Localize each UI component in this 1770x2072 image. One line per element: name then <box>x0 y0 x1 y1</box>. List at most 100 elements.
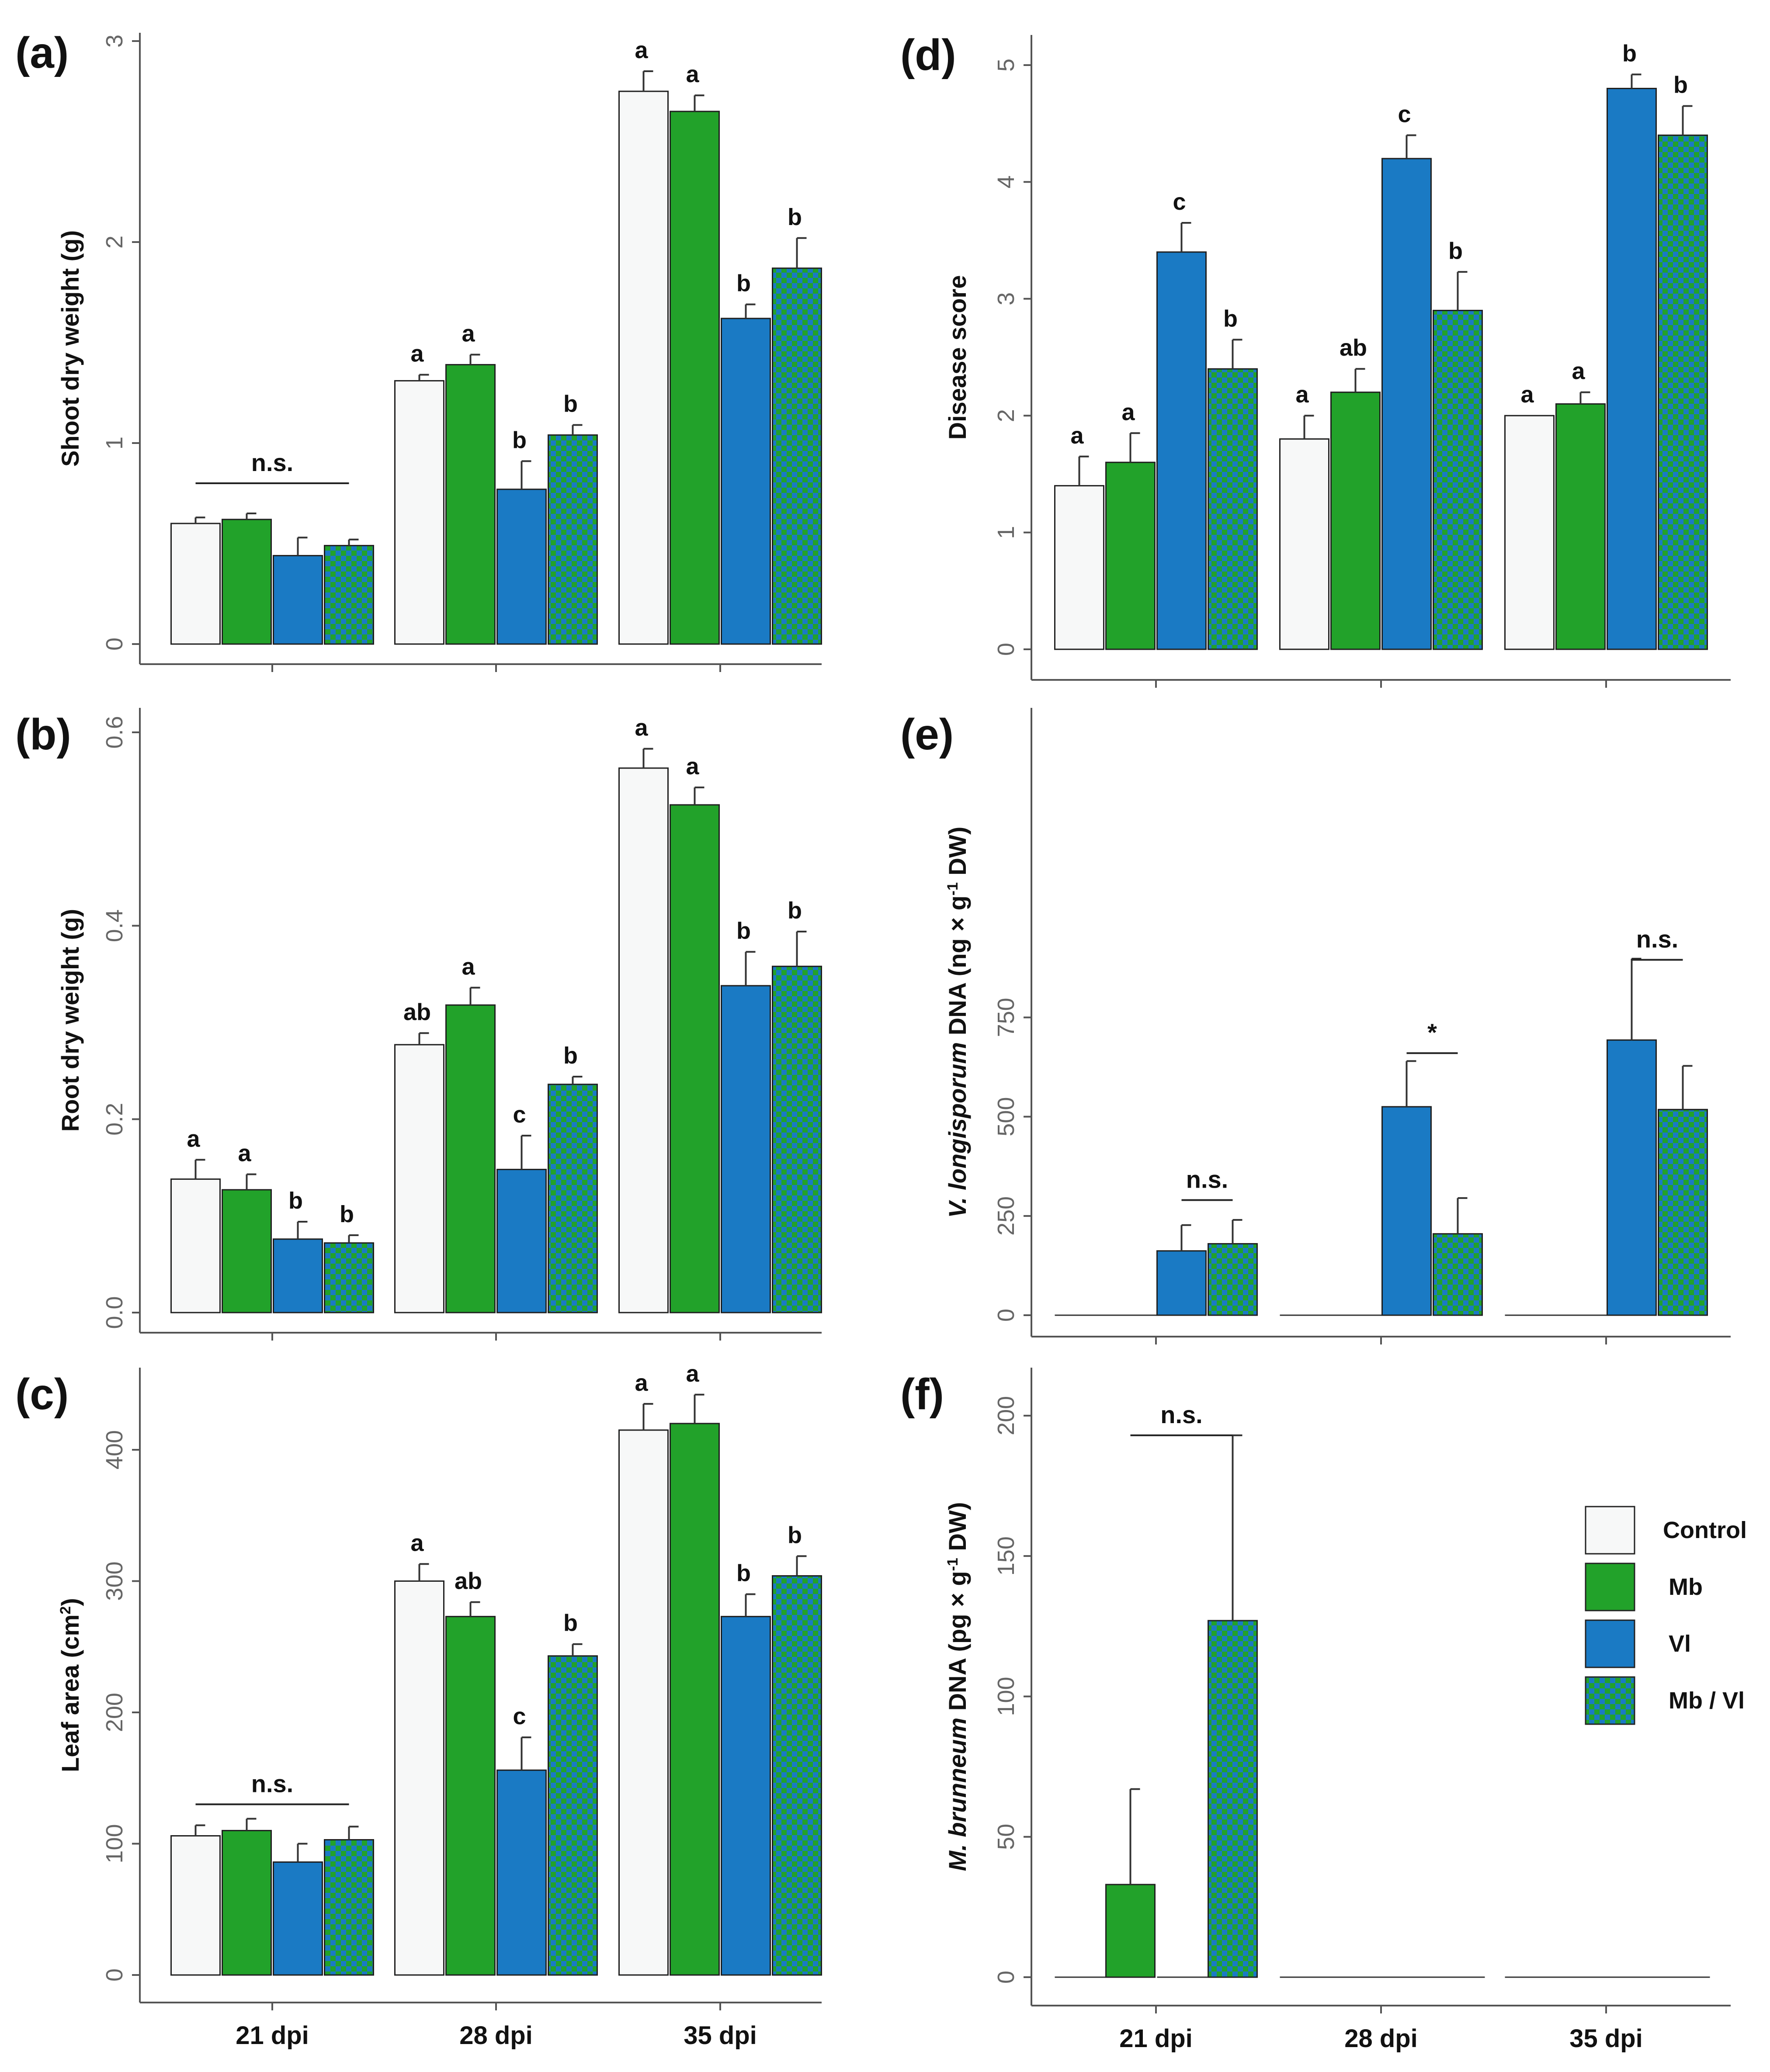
sig-letter-c: a <box>686 1361 699 1387</box>
y-axis-title-c: Leaf area (cm2) <box>56 1598 84 1772</box>
bar-a-mbvl-g1 <box>324 545 374 645</box>
y-axis-title-b: Root dry weight (g) <box>56 909 84 1132</box>
x-tick-label-f: 21 dpi <box>1119 2024 1193 2053</box>
bar-a-vl-g3 <box>721 318 771 645</box>
y-tick-label-c: 0 <box>101 1968 128 1982</box>
sig-letter-b: a <box>686 753 699 780</box>
bar-a-mb-g1 <box>222 519 272 645</box>
bar-e-vl-g1 <box>1156 1250 1207 1316</box>
y-tick-label-c: 100 <box>101 1824 128 1863</box>
y-tick-label-f: 100 <box>993 1677 1019 1716</box>
bar-b-vl-g2 <box>496 1168 547 1313</box>
panel-label-b: (b) <box>15 710 71 759</box>
sig-letter-b: a <box>462 953 475 980</box>
sig-letter-c: a <box>410 1530 424 1556</box>
legend: Control Mb Vl Mb / Vl <box>1585 1506 1747 1725</box>
sig-letter-d: b <box>1673 72 1688 98</box>
bar-f-mbvl-g1 <box>1208 1620 1258 1978</box>
sig-letter-c: a <box>635 1370 648 1396</box>
bar-c-control-g2 <box>394 1580 444 1976</box>
sig-letter-b: b <box>563 1043 578 1069</box>
bar-b-mb-g3 <box>670 804 720 1313</box>
panel-e: (e) 0 250 500 750 V. longisporum DNA (ng × g-… <box>900 708 1731 1344</box>
sig-letter-b: a <box>187 1126 200 1152</box>
sig-letter-b: b <box>340 1201 354 1227</box>
sig-letter-a: a <box>686 61 699 87</box>
bar-d-vl-g1 <box>1156 251 1207 650</box>
sig-letter-c: b <box>788 1522 802 1548</box>
legend-swatch-vl <box>1585 1619 1635 1668</box>
sig-letter-b: ab <box>403 999 431 1025</box>
sig-letter-a: b <box>736 270 751 297</box>
bar-c-mb-g2 <box>445 1616 496 1976</box>
bar-e-vl-g2 <box>1381 1106 1432 1316</box>
y-tick-label-a: 1 <box>101 437 128 450</box>
x-tick-label-c: 28 dpi <box>459 2021 533 2050</box>
bar-e-mbvl-g1 <box>1208 1243 1258 1316</box>
bar-d-mbvl-g2 <box>1433 310 1483 650</box>
y-tick-label-e: 750 <box>993 998 1019 1037</box>
sig-letter-d: a <box>1295 381 1309 408</box>
panel-label-a: (a) <box>15 28 69 77</box>
bar-d-vl-g3 <box>1607 87 1657 650</box>
y-tick-label-b: 0.4 <box>101 909 128 942</box>
bar-a-mb-g3 <box>670 111 720 645</box>
panel-label-f: (f) <box>900 1370 944 1419</box>
sig-letter-d: b <box>1448 238 1463 264</box>
sig-letter-b: b <box>788 897 802 924</box>
y-axis-title-f: M. brunneum DNA (pg × g-1 DW) <box>944 1502 971 1871</box>
bar-d-mb-g2 <box>1330 392 1381 650</box>
significance-label-e: * <box>1427 1019 1437 1046</box>
sig-letter-d: a <box>1121 399 1135 425</box>
y-tick-label-d: 3 <box>993 292 1019 305</box>
bar-b-mbvl-g1 <box>324 1242 374 1313</box>
bar-a-control-g1 <box>170 523 221 645</box>
y-tick-label-b: 0.2 <box>101 1103 128 1136</box>
y-axis-title-d: Disease score <box>944 275 971 440</box>
y-tick-label-a: 2 <box>101 236 128 249</box>
y-tick-label-b: 0.0 <box>101 1296 128 1329</box>
bar-c-mbvl-g1 <box>324 1839 374 1976</box>
sig-letter-a: b <box>788 204 802 230</box>
sig-letter-d: b <box>1223 305 1238 332</box>
significance-label-c: n.s. <box>251 1770 293 1797</box>
x-tick-label-f: 28 dpi <box>1344 2024 1418 2053</box>
bar-b-mb-g1 <box>222 1189 272 1313</box>
bar-a-mb-g2 <box>445 364 496 645</box>
bar-a-mbvl-g2 <box>548 434 598 645</box>
bar-e-vl-g3 <box>1607 1039 1657 1316</box>
legend-swatch-mbvl <box>1585 1676 1635 1725</box>
sig-letter-d: c <box>1173 189 1186 215</box>
x-tick-label-c: 35 dpi <box>684 2021 757 2050</box>
bar-f-mb-g1 <box>1105 1884 1156 1978</box>
y-tick-label-e: 250 <box>993 1196 1019 1236</box>
sig-letter-b: b <box>288 1188 303 1214</box>
y-tick-label-c: 200 <box>101 1693 128 1732</box>
panel-a: (a) 0 1 2 3 Shoot dry weight (g) a a b b a a b b n.s. <box>15 28 822 672</box>
sig-letter-d: c <box>1398 101 1411 127</box>
sig-letter-c: b <box>736 1560 751 1587</box>
sig-letter-c: b <box>563 1610 578 1636</box>
y-tick-label-e: 500 <box>993 1097 1019 1136</box>
y-axis-title-a: Shoot dry weight (g) <box>56 230 84 467</box>
y-tick-label-f: 0 <box>993 1971 1019 1984</box>
bar-c-vl-g2 <box>496 1769 547 1976</box>
y-tick-label-a: 3 <box>101 35 128 48</box>
legend-label-mb: Mb <box>1669 1574 1703 1600</box>
legend-swatch-control <box>1585 1506 1635 1555</box>
bar-d-control-g2 <box>1279 438 1329 650</box>
bar-b-mbvl-g2 <box>548 1084 598 1313</box>
sig-letter-b: a <box>238 1140 251 1166</box>
sig-letter-b: a <box>635 715 648 741</box>
y-tick-label-c: 400 <box>101 1430 128 1469</box>
sig-letter-d: a <box>1572 358 1585 385</box>
bar-c-mb-g3 <box>670 1423 720 1976</box>
sig-letter-b: b <box>736 918 751 944</box>
panel-f: (f) 0 50 100 150 200 M. brunneum DNA (pg × g-1… <box>900 1368 1731 2053</box>
y-tick-label-f: 150 <box>993 1536 1019 1576</box>
bar-d-mb-g3 <box>1555 403 1606 650</box>
bar-a-mbvl-g3 <box>772 267 822 645</box>
panel-label-d: (d) <box>900 31 956 80</box>
y-tick-label-d: 4 <box>993 175 1019 188</box>
